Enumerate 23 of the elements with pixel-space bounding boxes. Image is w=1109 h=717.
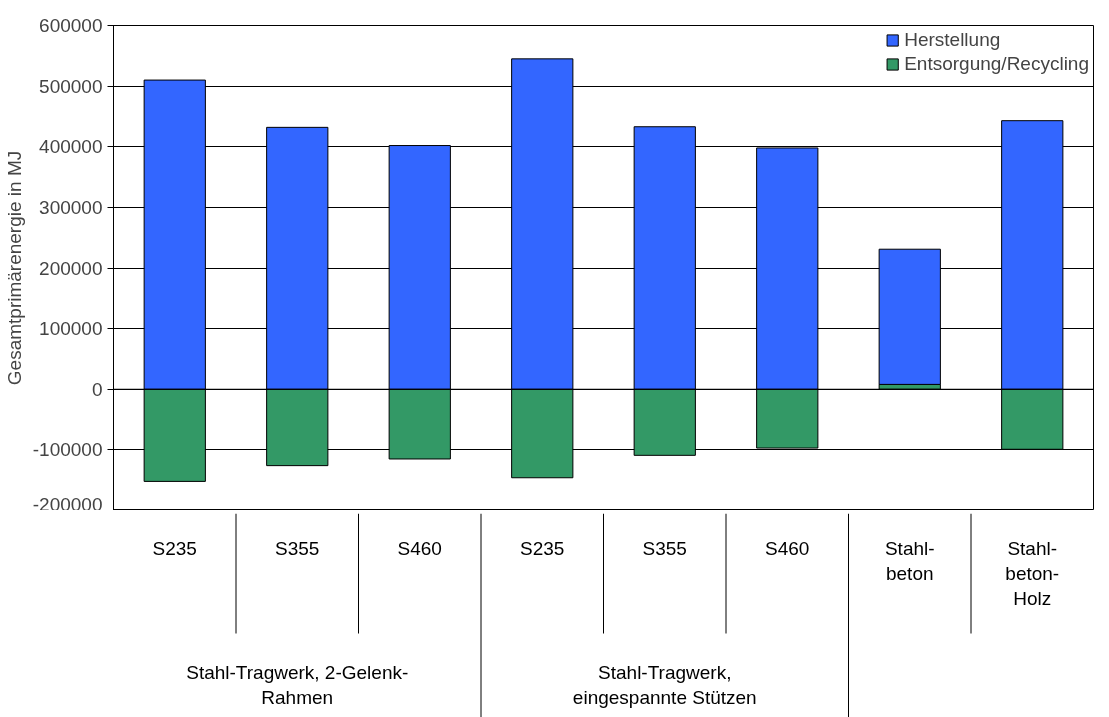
x-tick-label: S235 xyxy=(152,537,197,559)
y-tick-label: 300000 xyxy=(39,196,103,218)
legend-label: Entsorgung/Recycling xyxy=(904,53,1089,75)
x-tick-label: S460 xyxy=(397,537,442,559)
y-tick-label: 0 xyxy=(91,378,103,400)
y-axis-title: Gesamtprimärenergie in MJ xyxy=(3,150,25,386)
text: Stahl-Tragwerk, eingespannte Stützen xyxy=(572,661,757,708)
y-tick-label: -200000 xyxy=(32,493,103,515)
x-tick-label: Stahl- beton xyxy=(884,537,935,584)
y-tick-label: 600000 xyxy=(39,15,103,36)
x-tick-label: Stahl- beton- Holz xyxy=(1005,537,1060,609)
x-tick-label: S355 xyxy=(275,537,320,559)
y-tick-label: 200000 xyxy=(39,257,103,279)
x-tick-label: S235 xyxy=(520,537,565,559)
y-tick-label: 100000 xyxy=(39,318,103,340)
y-tick-label: 400000 xyxy=(39,136,103,158)
text: Stahl-Tragwerk, 2-Gelenk- Rahmen xyxy=(186,661,409,708)
y-tick-label: 500000 xyxy=(39,75,103,97)
x-tick-label: S460 xyxy=(765,537,810,559)
legend-label: Herstellung xyxy=(904,29,1001,51)
y-tick-label: -100000 xyxy=(32,439,103,461)
x-tick-label: S355 xyxy=(642,537,687,559)
bar xyxy=(878,248,941,385)
